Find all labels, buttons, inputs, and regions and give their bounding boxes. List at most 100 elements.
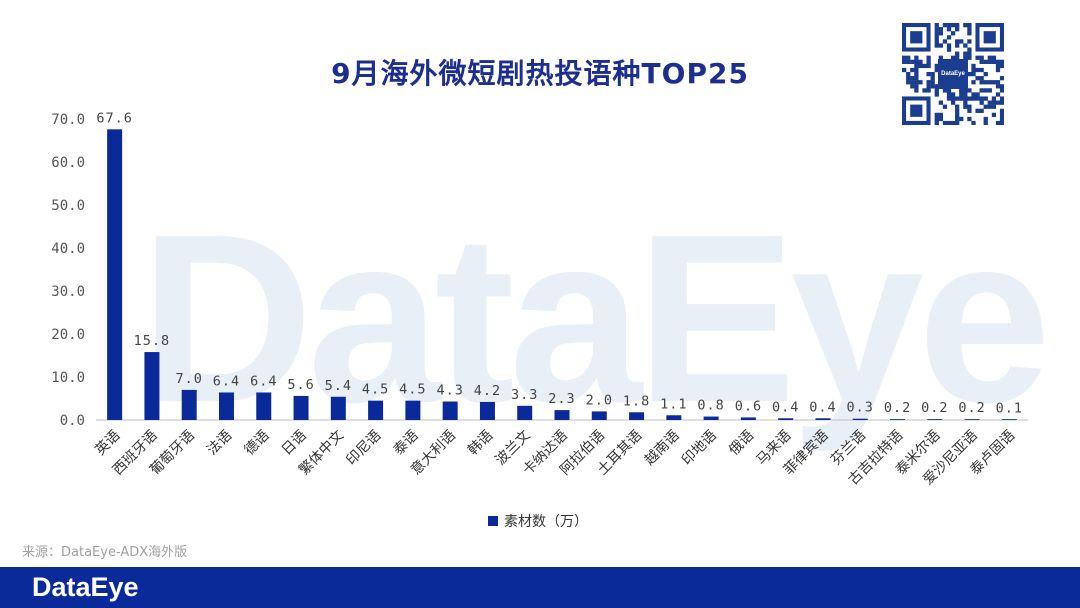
- qr-module: [983, 104, 988, 109]
- bar: [815, 418, 831, 420]
- legend-label: 素材数（万）: [504, 514, 588, 530]
- qr-module: [934, 120, 939, 126]
- qr-module: [979, 76, 984, 81]
- qr-module: [999, 120, 1005, 126]
- qr-module: [999, 108, 1005, 113]
- bar: [1001, 419, 1017, 420]
- qr-module: [955, 39, 960, 44]
- qr-module: [902, 67, 907, 73]
- x-tick-label: 越南语: [642, 428, 683, 469]
- y-tick-label: 30.0: [51, 284, 85, 300]
- qr-module: [946, 120, 952, 126]
- qr-module: [934, 39, 939, 44]
- data-label: 0.2: [958, 400, 985, 416]
- qr-module: [963, 100, 968, 105]
- qr-module: [971, 63, 976, 69]
- qr-module: [930, 76, 935, 81]
- qr-module: [971, 120, 976, 126]
- qr-module: [995, 120, 1001, 126]
- qr-module: [946, 88, 952, 93]
- qr-module: [975, 92, 980, 97]
- data-label: 5.6: [287, 377, 314, 393]
- footer-bar: DataEye: [0, 567, 1080, 608]
- qr-module: [914, 59, 919, 64]
- qr-module: [930, 71, 935, 77]
- qr-module: [950, 92, 956, 97]
- qr-module: [918, 59, 923, 64]
- qr-module: [967, 108, 972, 113]
- qr-module: [910, 76, 915, 81]
- data-label: 4.5: [362, 382, 389, 398]
- qr-module: [967, 116, 972, 122]
- qr-module: [926, 88, 931, 93]
- qr-module: [914, 63, 919, 69]
- qr-module: [991, 96, 997, 101]
- x-tick-label: 韩语: [465, 428, 496, 459]
- qr-module: [926, 63, 931, 69]
- qr-module: [983, 59, 988, 64]
- qr-module: [955, 55, 960, 60]
- qr-module: [983, 96, 988, 101]
- x-tick-label: 德语: [241, 428, 272, 459]
- qr-module: [934, 67, 939, 73]
- data-label: 7.0: [176, 371, 203, 387]
- data-label: 5.4: [325, 378, 352, 394]
- qr-module: [918, 63, 923, 69]
- legend-swatch: [488, 516, 498, 526]
- qr-module: [910, 84, 915, 89]
- x-tick-label: 俄语: [726, 428, 757, 459]
- qr-module: [934, 23, 939, 28]
- data-label: 2.3: [548, 391, 575, 407]
- bar: [852, 418, 868, 420]
- qr-module: [914, 84, 919, 89]
- qr-module: [955, 104, 960, 109]
- data-label: 67.6: [96, 110, 133, 126]
- qr-module: [975, 55, 980, 60]
- qr-module: [979, 59, 984, 64]
- qr-module: [934, 43, 939, 48]
- qr-module: [942, 23, 948, 28]
- qr-module: [955, 120, 960, 126]
- qr-module: [946, 23, 952, 28]
- qr-module: [991, 80, 997, 85]
- qr-module: [922, 63, 927, 69]
- qr-module: [959, 39, 964, 44]
- qr-module: [967, 88, 972, 93]
- bar: [256, 392, 272, 420]
- qr-module: [930, 80, 935, 85]
- bar: [927, 419, 943, 420]
- qr-module: [934, 92, 939, 97]
- x-tick-label: 泰语: [391, 428, 422, 459]
- data-label: 0.3: [847, 400, 874, 416]
- qr-module: [995, 63, 1001, 69]
- qr-module: [959, 96, 964, 101]
- qr-module: [955, 23, 960, 28]
- qr-module: [987, 55, 992, 60]
- qr-module: [902, 59, 907, 64]
- qr-module: [963, 88, 968, 93]
- qr-module: [967, 39, 972, 44]
- qr-code[interactable]: DataEye: [902, 23, 1005, 126]
- qr-module: [910, 80, 915, 85]
- qr-module: [938, 43, 943, 48]
- qr-module: [906, 59, 911, 64]
- qr-module: [914, 71, 919, 77]
- qr-module: [910, 31, 923, 44]
- data-label: 0.2: [884, 400, 911, 416]
- qr-module: [967, 96, 972, 101]
- qr-module: [999, 100, 1005, 105]
- qr-module: [967, 23, 972, 28]
- bar: [181, 389, 197, 420]
- bar: [293, 395, 309, 420]
- qr-module: [914, 67, 919, 73]
- qr-module: [926, 71, 931, 77]
- y-tick-label: 50.0: [51, 198, 85, 214]
- bar: [368, 400, 384, 420]
- qr-module: [922, 88, 927, 93]
- qr-module: [979, 108, 984, 113]
- qr-module: [946, 27, 952, 32]
- qr-module: [955, 116, 960, 122]
- qr-module: [983, 120, 988, 126]
- bar: [517, 405, 533, 420]
- bar: [554, 410, 570, 420]
